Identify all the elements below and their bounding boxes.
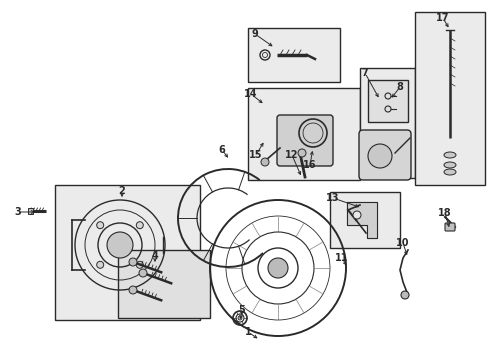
Circle shape: [129, 286, 137, 294]
Ellipse shape: [444, 162, 456, 168]
Text: 1: 1: [245, 327, 251, 337]
Circle shape: [97, 222, 104, 229]
Ellipse shape: [444, 152, 456, 158]
Text: 17: 17: [436, 13, 450, 23]
Text: 8: 8: [396, 82, 403, 92]
Circle shape: [268, 258, 288, 278]
Circle shape: [136, 222, 143, 229]
Ellipse shape: [444, 169, 456, 175]
Text: 18: 18: [438, 208, 452, 218]
Bar: [28, 208, 33, 214]
Text: 2: 2: [119, 186, 125, 196]
Circle shape: [107, 232, 133, 258]
Polygon shape: [347, 202, 377, 238]
Circle shape: [238, 316, 242, 320]
Text: 6: 6: [219, 145, 225, 155]
Bar: [55, 185, 200, 320]
Bar: [248, 28, 340, 82]
Text: 7: 7: [362, 68, 368, 78]
Text: 9: 9: [252, 29, 258, 39]
Text: 16: 16: [303, 160, 317, 170]
Bar: [330, 192, 400, 248]
FancyBboxPatch shape: [445, 223, 455, 231]
Text: 10: 10: [396, 238, 410, 248]
Text: 13: 13: [326, 193, 340, 203]
Circle shape: [139, 269, 147, 277]
Circle shape: [353, 211, 361, 219]
Text: 11: 11: [335, 253, 349, 263]
Text: 3: 3: [15, 207, 22, 217]
FancyBboxPatch shape: [359, 130, 411, 180]
Bar: [368, 80, 408, 122]
Circle shape: [261, 158, 269, 166]
Text: 4: 4: [151, 251, 158, 261]
Text: 12: 12: [285, 150, 299, 160]
Circle shape: [129, 258, 137, 266]
Bar: [360, 68, 415, 178]
Bar: [415, 12, 485, 185]
Circle shape: [97, 261, 104, 268]
Text: 15: 15: [249, 150, 263, 160]
Text: 5: 5: [239, 305, 245, 315]
Circle shape: [401, 291, 409, 299]
Bar: [248, 88, 360, 180]
Circle shape: [136, 261, 143, 268]
Bar: [118, 250, 210, 318]
Text: 14: 14: [244, 89, 258, 99]
Circle shape: [298, 149, 306, 157]
FancyBboxPatch shape: [277, 115, 333, 166]
Circle shape: [368, 144, 392, 168]
